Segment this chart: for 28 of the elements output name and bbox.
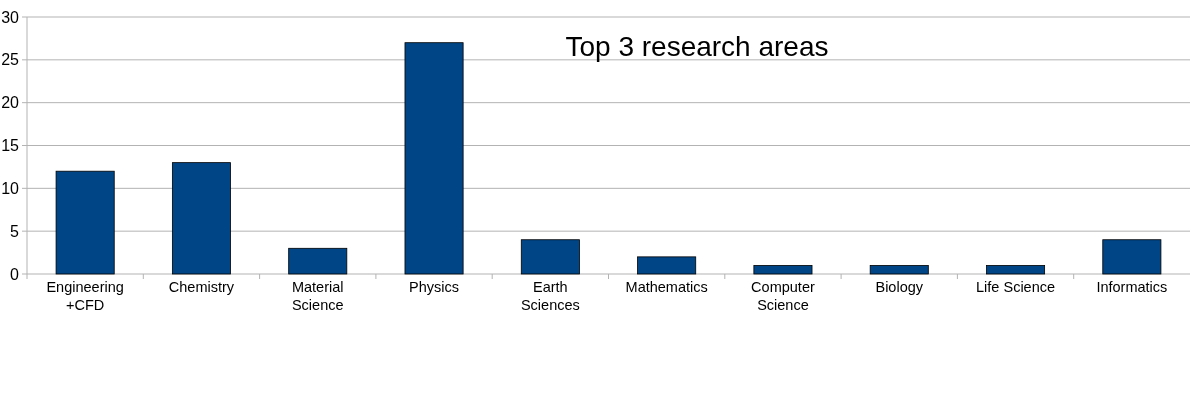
y-tick-label: 15	[1, 137, 20, 155]
x-tick-label: Earth Sciences	[520, 279, 580, 313]
y-tick-label: 5	[10, 222, 20, 240]
x-tick-label: Physics	[409, 279, 460, 295]
y-tick-label: 0	[10, 265, 20, 283]
x-tick-label: Mathematics	[625, 279, 708, 295]
bar	[753, 265, 813, 275]
bar	[404, 42, 464, 275]
bar	[869, 265, 929, 275]
x-tick-label: Computer Science	[751, 279, 815, 313]
bar	[637, 256, 697, 275]
y-tick-label: 30	[1, 8, 20, 26]
y-tick-label: 25	[1, 51, 20, 69]
bar	[288, 247, 348, 275]
text: Top 3 research areas	[565, 31, 829, 62]
bar	[1102, 239, 1162, 275]
bar	[55, 170, 115, 275]
y-tick-label: 10	[1, 179, 20, 197]
bar	[986, 265, 1046, 275]
x-tick-label: Biology	[875, 279, 924, 295]
x-tick-label: Informatics	[1096, 279, 1168, 295]
x-tick-label: Engineering +CFD	[46, 279, 124, 313]
y-tick-label: 20	[1, 94, 20, 112]
x-tick-label: Chemistry	[168, 279, 235, 295]
bar	[171, 162, 231, 275]
bar	[520, 239, 580, 275]
x-tick-label: Material Science	[291, 279, 344, 313]
x-tick-label: Life Science	[976, 279, 1056, 295]
